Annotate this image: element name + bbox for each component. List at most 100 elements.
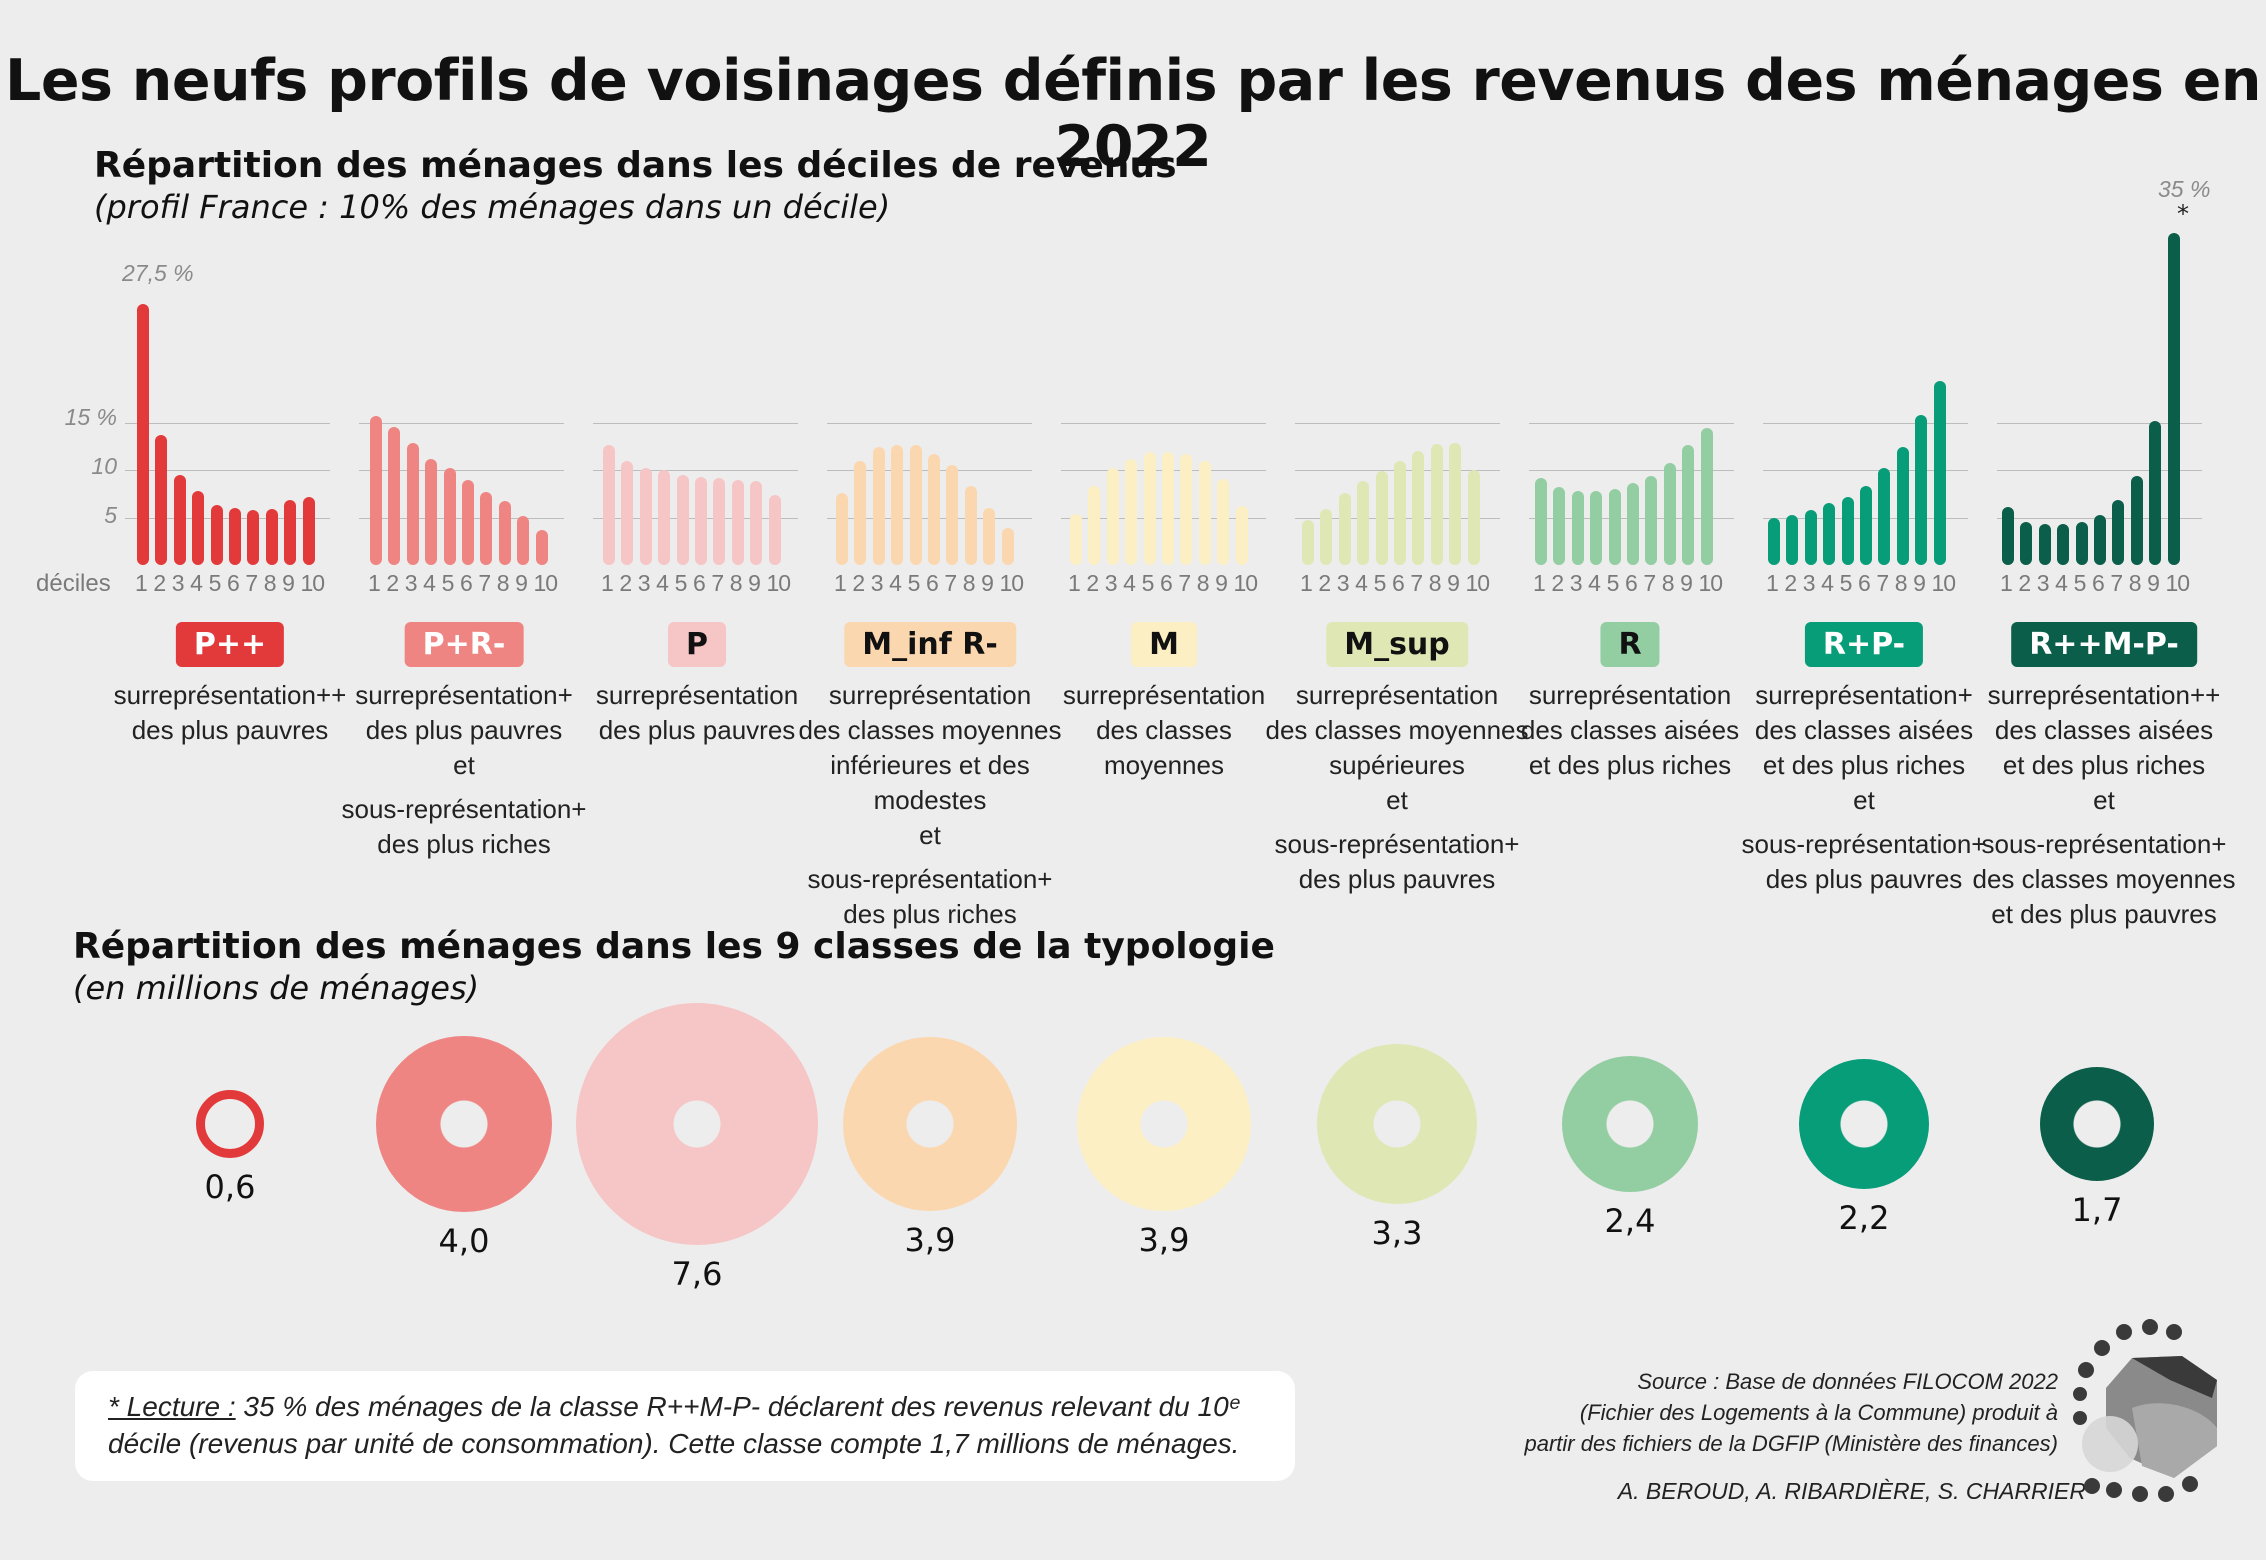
description-line: sous-représentation+ — [1274, 829, 1520, 859]
bar-R+P--decile-3 — [1804, 509, 1817, 565]
decile-tick: 3 — [1336, 570, 1350, 596]
profile-description-P+R-: surreprésentation+ des plus pauvres et sous… — [319, 678, 609, 862]
bar-M_sup-decile-10 — [1467, 470, 1480, 565]
bar-M_inf R--decile-6 — [928, 453, 940, 565]
bar-P++-decile-8 — [265, 508, 278, 565]
donut-value-M_sup: 3,3 — [1371, 1213, 1423, 1252]
bar-R++M-P--decile-4 — [2057, 524, 2070, 565]
decile-tick: 2 — [386, 570, 399, 596]
decile-tick: 4 — [889, 570, 902, 596]
bar-P-decile-5 — [676, 474, 689, 565]
decile-tick: 7 — [1178, 570, 1191, 596]
decile-tick: 9 — [1215, 570, 1228, 596]
description-line: et des plus riches — [1762, 750, 1966, 780]
decile-tick: 5 — [1141, 570, 1155, 596]
donut-value-R: 2,4 — [1604, 1201, 1656, 1240]
decile-tick: 10 — [999, 570, 1025, 596]
donut-value-P+R-: 4,0 — [438, 1221, 490, 1260]
bar-P+R--decile-8 — [498, 501, 511, 565]
bar-M_inf R--decile-1 — [836, 492, 848, 565]
decile-tick: 2 — [619, 570, 632, 596]
profile-description-M_inf R-: surreprésentation des classes moyennes inf… — [785, 678, 1075, 932]
bar-R+P--decile-7 — [1878, 468, 1891, 565]
bar-R++M-P--decile-3 — [2038, 524, 2051, 565]
decile-tick: 1 — [135, 570, 148, 596]
bar-P-decile-8 — [731, 479, 744, 565]
description-line: surreprésentation+ — [355, 680, 573, 710]
decile-tick: 1 — [2000, 570, 2013, 596]
description-line: surreprésentation++ — [1987, 680, 2221, 710]
bar-R-decile-3 — [1571, 490, 1584, 565]
bar-M_inf R--decile-8 — [964, 486, 977, 565]
decile-tick-labels: 1 2 3 4 5 6 7 8 9 10 — [1533, 570, 1727, 597]
bar-M_sup-decile-8 — [1430, 444, 1443, 565]
decile-tick: 6 — [459, 570, 473, 596]
description-line: supérieures — [1329, 750, 1465, 780]
decile-tick: 9 — [1447, 570, 1460, 596]
bar-M-decile-7 — [1180, 453, 1193, 565]
bar-R+P--decile-4 — [1823, 503, 1836, 565]
bar-P+R--decile-4 — [425, 458, 438, 565]
decile-tick: 2 — [1086, 570, 1099, 596]
decile-tick: 6 — [1159, 570, 1173, 596]
description-line: des classes aisées — [1520, 715, 1740, 745]
bar-R-decile-9 — [1682, 445, 1695, 565]
description-line: surreprésentation — [1295, 680, 1499, 710]
bar-R-decile-5 — [1608, 489, 1621, 565]
decile-tick: 4 — [1355, 570, 1368, 596]
gridline — [1529, 470, 1734, 471]
profile-badge-M_inf R-: M_inf R- — [844, 622, 1016, 667]
reading-note: * Lecture : 35 % des ménages de la class… — [108, 1388, 1278, 1462]
decile-tick: 6 — [2091, 570, 2105, 596]
decile-tick: 1 — [1533, 570, 1546, 596]
y-tick-15: 15 % — [64, 404, 117, 430]
decile-tick: 5 — [674, 570, 688, 596]
bar-R+P--decile-8 — [1896, 447, 1909, 565]
decile-tick: 10 — [533, 570, 559, 596]
decile-tick: 9 — [515, 570, 528, 596]
bar-M_sup-decile-7 — [1412, 451, 1425, 565]
source-note: Source : Base de données FILOCOM 2022 (F… — [1498, 1366, 2059, 1459]
decile-tick: 7 — [944, 570, 957, 596]
decile-tick-labels: 1 2 3 4 5 6 7 8 9 10 — [1068, 570, 1262, 597]
decile-tick: 8 — [2128, 570, 2142, 596]
description-line: des plus pauvres — [131, 715, 329, 745]
donut-R — [1562, 1056, 1698, 1192]
profile-description-R: surreprésentation des classes aisées et de… — [1485, 678, 1775, 783]
decile-tick: 10 — [1465, 570, 1491, 596]
bar-P-decile-3 — [639, 468, 652, 565]
bar-R+P--decile-10 — [1933, 380, 1946, 565]
bar-M-decile-5 — [1143, 451, 1156, 565]
decile-tick: 10 — [2165, 570, 2191, 596]
donut-value-R+P-: 2,2 — [1838, 1199, 1890, 1238]
description-line: des classes moyennes — [798, 715, 1062, 745]
decile-tick: 8 — [729, 570, 743, 596]
bar-R++M-P--decile-10 — [2167, 232, 2180, 565]
bar-R++M-P--decile-9 — [2149, 420, 2162, 565]
bar-P++-decile-5 — [210, 505, 223, 565]
gridline — [593, 422, 798, 424]
decile-tick: 9 — [981, 570, 994, 596]
bar-R+P--decile-1 — [1768, 517, 1780, 565]
decile-tick: 4 — [2055, 570, 2068, 596]
bar-M_inf R--decile-7 — [946, 465, 959, 565]
decile-tick: 5 — [441, 570, 455, 596]
decile-tick: 1 — [601, 570, 614, 596]
profile-description-P: surreprésentation des plus pauvres — [552, 678, 842, 748]
description-line: des plus pauvres — [1765, 864, 1963, 894]
bar-P+R--decile-7 — [480, 491, 493, 565]
bar-M_sup-decile-3 — [1338, 492, 1351, 565]
decile-tick: 8 — [962, 570, 976, 596]
bar-P++-decile-10 — [302, 496, 315, 565]
bar-M-decile-8 — [1198, 461, 1211, 565]
decile-tick: 6 — [1624, 570, 1638, 596]
note-box — [75, 1371, 1295, 1481]
bar-M-decile-10 — [1235, 506, 1248, 565]
profile-description-R+P-: surreprésentation+ des classes aisées et d… — [1719, 678, 2009, 897]
donut-R+P- — [1798, 1058, 1930, 1190]
decile-tick: 2 — [1551, 570, 1564, 596]
decile-tick: 8 — [496, 570, 510, 596]
donut-P+R- — [376, 1036, 552, 1212]
description-line: et des plus riches — [2002, 750, 2206, 780]
